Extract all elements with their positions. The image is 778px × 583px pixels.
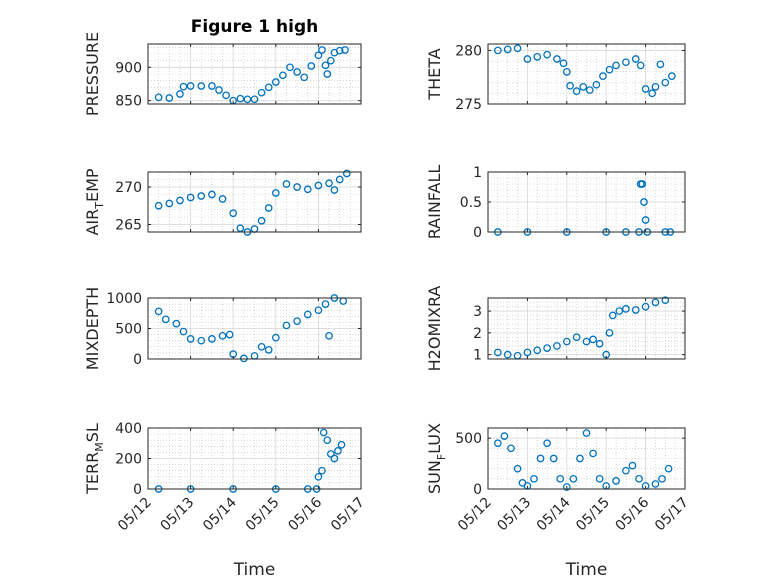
y-tick-label: 0.5 [460, 195, 482, 211]
y-axis-label: MIXDEPTH [83, 287, 102, 370]
x-tick-label: 05/16 [285, 494, 325, 534]
y-tick-label: 3 [473, 304, 482, 320]
x-tick-label: 05/16 [613, 494, 653, 534]
x-tick-label: 05/17 [652, 495, 692, 535]
y-tick-label: 200 [115, 452, 142, 468]
y-axis-label: RAINFALL [425, 165, 444, 240]
x-tick-label: 05/12 [115, 495, 155, 535]
y-tick-label: 900 [115, 60, 142, 76]
y-axis-label: AIRTEMP [83, 168, 106, 235]
y-tick-label: 850 [115, 94, 142, 110]
x-axis-label: Time [565, 560, 608, 580]
subplot-theta: 275 280 THETA [425, 43, 685, 113]
subplot-air-temp: 265 270 AIRTEMP [83, 168, 361, 235]
subplot-terr-msl: 0 200 400 TERRMSL 05/12 05/13 05/14 05/15 05/16 0… [83, 421, 368, 580]
x-tick-label: 05/12 [455, 495, 495, 535]
y-tick-label: 1 [473, 348, 482, 364]
y-tick-label: 400 [115, 421, 142, 437]
x-tick-label: 05/14 [534, 494, 574, 534]
y-tick-label: 500 [455, 431, 482, 447]
y-tick-label: 2 [473, 326, 482, 342]
x-tick-label: 05/15 [243, 495, 283, 535]
y-axis-label: PRESSURE [83, 32, 102, 116]
subplot-h2omixra: 1 2 3 H2OMIXRA [425, 286, 685, 372]
y-tick-label: 0 [473, 225, 482, 241]
chart-title: Figure 1 high [191, 17, 319, 37]
y-tick-label: 1 [473, 165, 482, 181]
y-tick-label: 1000 [106, 291, 142, 307]
y-tick-label: 275 [455, 97, 482, 113]
x-axis-label: Time [233, 560, 276, 580]
y-tick-label: 0 [133, 352, 142, 368]
x-tick-label: 05/13 [494, 495, 534, 535]
y-tick-label: 500 [115, 322, 142, 338]
x-tick-label: 05/15 [573, 495, 613, 535]
x-tick-label: 05/17 [328, 495, 368, 535]
subplot-rainfall: 0 0.5 1 RAINFALL [425, 165, 685, 241]
y-tick-label: 270 [115, 180, 142, 196]
y-tick-label: 0 [133, 482, 142, 498]
x-tick-label: 05/13 [158, 495, 198, 535]
y-axis-label: TERRMSL [83, 423, 106, 495]
x-tick-label: 05/14 [200, 494, 240, 534]
subplot-sun-flux: 0 500 SUNFLUX 05/12 05/13 05/14 05/15 05/16 05/1… [425, 423, 692, 580]
y-axis-label: H2OMIXRA [425, 286, 444, 372]
subplot-pressure: 850 900 PRESSURE Figure 1 high [83, 17, 361, 116]
y-tick-label: 0 [473, 482, 482, 498]
y-tick-label: 265 [115, 218, 142, 234]
y-axis-label: THETA [425, 48, 444, 100]
y-tick-label: 280 [455, 43, 482, 59]
y-axis-label: SUNFLUX [425, 423, 448, 494]
figure: 850 900 PRESSURE Figure 1 high 275 280 THETA 26… [0, 0, 778, 583]
